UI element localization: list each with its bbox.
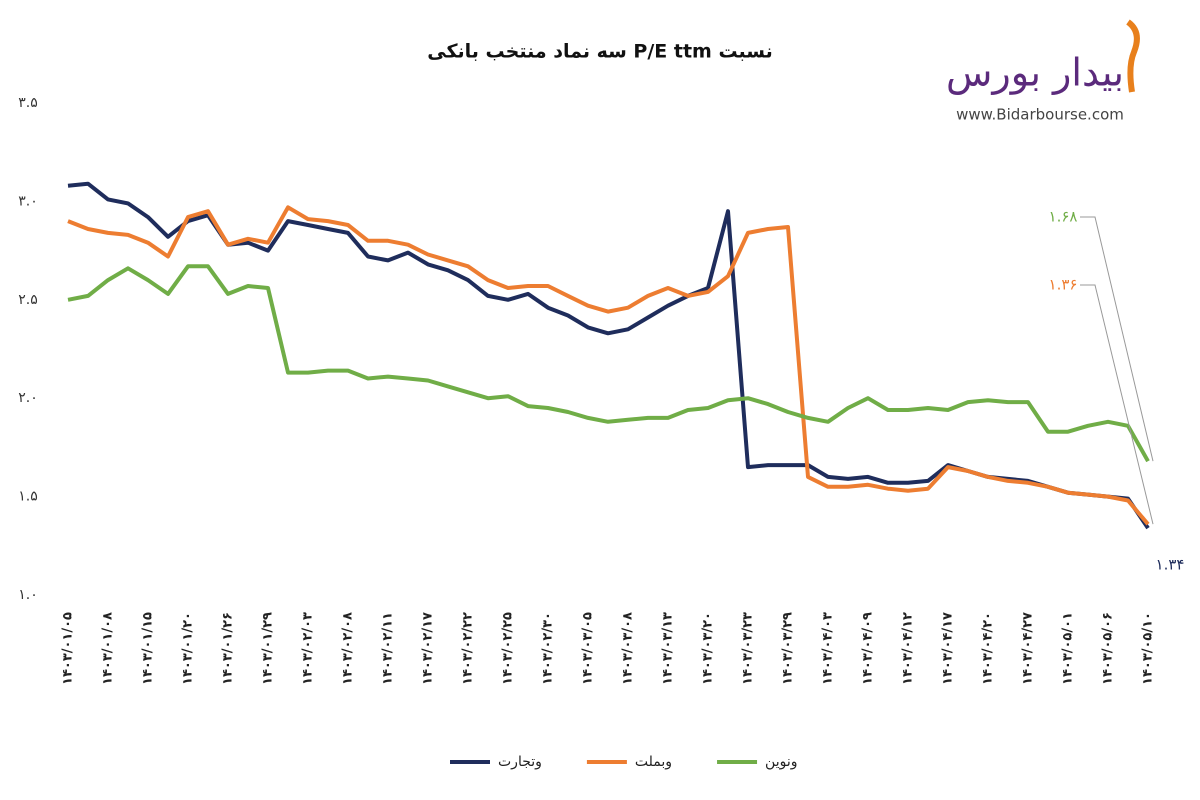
x-tick-label: ۱۴۰۳/۰۲/۱۱ (381, 612, 396, 685)
x-tick-label: ۱۴۰۳/۰۱/۱۵ (141, 612, 156, 685)
x-tick-label: ۱۴۰۳/۰۵/۰۶ (1101, 612, 1116, 685)
x-tick-label: ۱۴۰۳/۰۱/۲۹ (261, 612, 276, 685)
x-tick-label: ۱۴۰۳/۰۵/۰۱ (1061, 612, 1076, 685)
x-tick-label: ۱۴۰۳/۰۴/۱۲ (901, 612, 916, 685)
annotation: ۱.۳۶ (1049, 276, 1078, 294)
x-tick-label: ۱۴۰۳/۰۲/۰۸ (341, 612, 356, 685)
logo-mark (1126, 19, 1140, 93)
x-tick-label: ۱۴۰۳/۰۴/۰۳ (821, 612, 836, 685)
x-tick-label: ۱۴۰۳/۰۲/۳۰ (541, 612, 556, 685)
x-tick-label: ۱۴۰۳/۰۴/۲۷ (1021, 612, 1036, 685)
series-line (67, 205, 1150, 526)
logo-name: بیدار بورس (946, 51, 1124, 96)
annotation: ۱.۶۸ (1049, 208, 1078, 226)
x-tick-label: ۱۴۰۳/۰۳/۱۳ (661, 612, 676, 685)
logo-url: www.Bidarbourse.com (956, 106, 1124, 124)
x-tick-label: ۱۴۰۳/۰۱/۲۶ (221, 612, 236, 685)
chart-title: نسبت P/E ttm سه نماد منتخب بانکی (427, 41, 773, 63)
x-tick-label: ۱۴۰۳/۰۴/۱۷ (941, 612, 956, 685)
x-tick-label: ۱۴۰۳/۰۱/۰۸ (101, 612, 116, 685)
x-tick-label: ۱۴۰۳/۰۵/۱۰ (1141, 612, 1156, 685)
x-tick-label: ۱۴۰۳/۰۲/۱۷ (421, 612, 436, 685)
annotation: ۱.۳۴ (1156, 556, 1185, 574)
x-tick-label: ۱۴۰۳/۰۱/۲۰ (181, 612, 196, 685)
y-tick-label: ۳.۵ (18, 95, 38, 111)
y-tick-label: ۲.۵ (18, 292, 38, 308)
x-tick-label: ۱۴۰۳/۰۲/۰۳ (301, 612, 316, 685)
legend-label: وتجارت (498, 754, 542, 770)
x-tick-label: ۱۴۰۳/۰۲/۲۵ (501, 612, 516, 685)
y-tick-label: ۳.۰ (18, 193, 38, 209)
y-tick-label: ۱.۰ (18, 587, 38, 603)
x-tick-label: ۱۴۰۳/۰۴/۰۹ (861, 612, 876, 685)
leader-line (1080, 284, 1154, 525)
legend-label: ونوین (765, 754, 797, 770)
x-tick-label: ۱۴۰۳/۰۳/۲۰ (701, 612, 716, 685)
leader-line (1080, 216, 1154, 462)
x-tick-label: ۱۴۰۳/۰۳/۰۵ (581, 612, 596, 685)
y-tick-label: ۲.۰ (18, 390, 38, 406)
x-tick-label: ۱۴۰۳/۰۲/۲۲ (461, 612, 476, 685)
x-tick-label: ۱۴۰۳/۰۳/۰۸ (621, 612, 636, 685)
y-tick-label: ۱.۵ (18, 489, 38, 505)
x-tick-label: ۱۴۰۳/۰۱/۰۵ (61, 612, 76, 685)
legend-label: وبملت (635, 754, 672, 770)
series-line (67, 264, 1150, 463)
x-tick-label: ۱۴۰۳/۰۴/۲۰ (981, 612, 996, 685)
x-tick-label: ۱۴۰۳/۰۳/۲۳ (741, 612, 756, 685)
x-tick-label: ۱۴۰۳/۰۳/۲۹ (781, 612, 796, 685)
